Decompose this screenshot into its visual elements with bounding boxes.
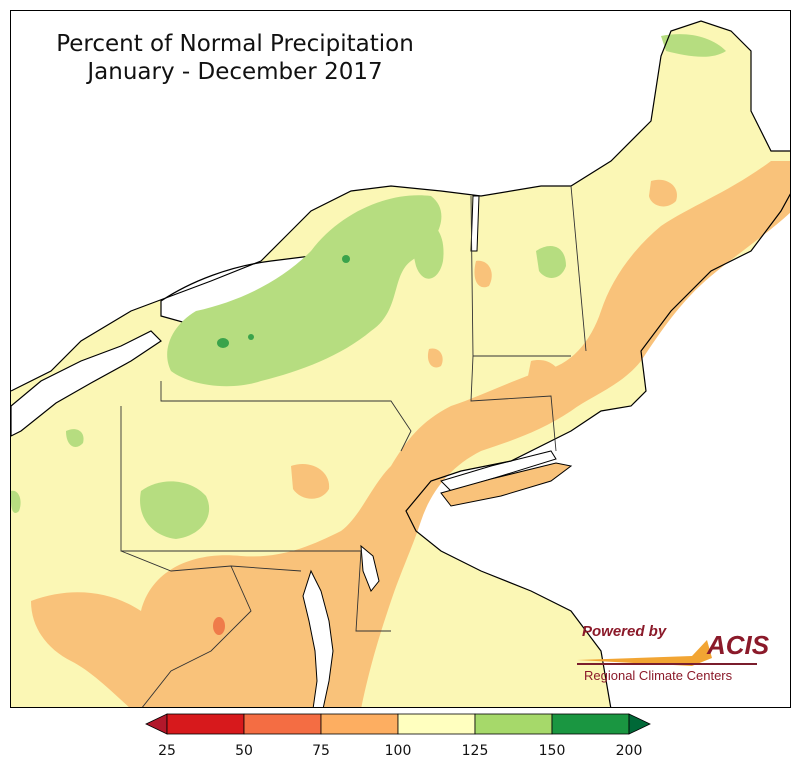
logo-subtitle: Regional Climate Centers [584,668,733,683]
legend-tick-100: 100 [384,743,412,759]
legend-tick-125: 125 [461,743,489,759]
wet-areas [11,34,726,539]
logo-powered-by: Powered by [582,623,667,640]
title-line-2: January - December 2017 [87,59,383,85]
title-line-1: Percent of Normal Precipitation [56,31,414,57]
legend-colorbar [145,713,651,735]
very-dry-spots [213,617,225,635]
legend-swatch-1 [243,713,322,735]
chesapeake-bay [302,569,334,707]
legend-tick-75: 75 [312,743,330,759]
precipitation-map [10,10,791,708]
canada-region [11,11,790,391]
dry-areas [31,161,790,707]
legend-tick-200: 200 [615,743,643,759]
legend-tick-150: 150 [538,743,566,759]
map-title: Percent of Normal Precipitation January … [25,30,445,86]
map-canvas [11,11,790,707]
legend-tick-25: 25 [158,743,176,759]
logo-swoosh [577,640,712,666]
legend-swatch-3 [397,713,476,735]
legend-swatch-2 [320,713,399,735]
delaware-bay [360,544,380,592]
legend-swatch-4 [474,713,553,735]
lake-champlain [470,195,480,252]
lake-erie [11,330,162,437]
legend-swatch-0 [166,713,245,735]
very-wet-spots [217,255,350,348]
state-borders [120,185,587,707]
legend-tick-50: 50 [235,743,253,759]
legend-under-arrow [145,713,168,735]
long-island [440,462,573,507]
acis-logo-graphic: Powered by ACIS Regional Climate Centers [577,623,770,683]
logo-acis: ACIS [706,630,770,660]
legend-swatch-5 [551,713,630,735]
color-legend: 25 50 75 100 125 150 200 [140,712,655,768]
acis-logo: Powered by ACIS Regional Climate Centers [572,618,772,688]
coastline [11,20,790,707]
legend-over-arrow [628,713,651,735]
